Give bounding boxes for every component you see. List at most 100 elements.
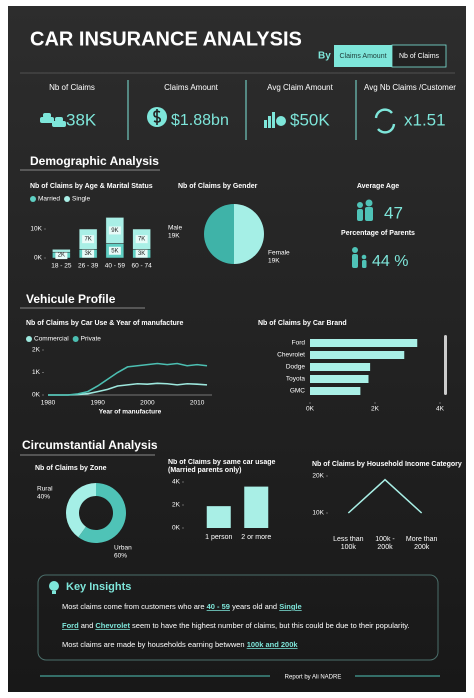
line-series	[48, 362, 208, 396]
kpi-dividers	[127, 80, 357, 140]
bar	[310, 363, 371, 371]
kpi-value: 38K	[66, 110, 97, 129]
insight: Most claims come from customers who are …	[62, 602, 302, 611]
x-tick-label: 1 person	[205, 534, 233, 541]
label-box	[82, 249, 95, 258]
label-box	[55, 251, 68, 260]
section-title: Vehicule Profile	[26, 292, 116, 306]
x-tick-label: 1980	[41, 400, 56, 407]
y-tick-label: Dodge	[286, 364, 306, 371]
legend-label: Private	[81, 336, 102, 343]
y-tick-label: Ford	[292, 340, 306, 347]
legend-swatch	[30, 196, 36, 202]
y-tick-label: 10K	[312, 510, 324, 517]
footer: Report by Ali NADRE	[285, 675, 342, 681]
x-tick-label: 26 - 39	[78, 263, 99, 270]
x-tick-label: 1990	[90, 400, 105, 407]
legend-label: Commercial	[34, 336, 69, 343]
button-nb-claims[interactable]	[391, 44, 447, 68]
bar-segment	[52, 249, 71, 253]
insight-text: seem to have the highest number of claim…	[130, 621, 410, 630]
button-text[interactable]: Claims Amount	[339, 53, 386, 60]
y-tick-label: 2K	[172, 502, 181, 509]
x-tick-label-box: 1 person	[205, 534, 233, 541]
insight: Most claims are made by households earni…	[62, 640, 298, 649]
y-tick-label: Toyota	[286, 376, 306, 383]
x-tick-label: Less than 100k	[333, 535, 364, 551]
slice-label: Urban	[114, 545, 132, 552]
bar	[206, 506, 231, 528]
icon-bulb	[49, 581, 59, 594]
slice-label: Male	[168, 225, 182, 232]
slice-value: 40%	[37, 494, 50, 501]
bar	[310, 339, 418, 347]
slice-label: Female	[268, 250, 290, 257]
legend-swatch	[26, 336, 32, 342]
bar	[310, 375, 369, 383]
slice-value: 19K	[168, 233, 180, 240]
label-box	[135, 235, 148, 244]
chart-title: Nb of Claims by Household Income Categor…	[312, 461, 462, 468]
kpi-value: $50K	[290, 110, 330, 129]
icon-people	[357, 199, 373, 221]
icon-parent	[352, 247, 367, 268]
insight-highlight: Chevrolet	[95, 621, 130, 630]
kpi-label: Avg Claim Amount	[267, 83, 333, 92]
legend-label: Single	[72, 196, 90, 203]
section-title: Demographic Analysis	[30, 154, 159, 168]
x-tick-label-box: Less than 100k	[333, 535, 364, 551]
label-box	[108, 226, 121, 235]
chart-title: Nb of Claims by Car Use & Year of manufa…	[26, 320, 184, 327]
insight-text: Most claims come from customers who are	[62, 602, 207, 611]
bar-label: 7K	[138, 237, 145, 243]
x-tick-label: 2 or more	[241, 534, 272, 541]
legend-swatch	[72, 336, 79, 342]
insight-text: years old and	[230, 602, 279, 611]
button-text[interactable]: Nb of Claims	[399, 53, 440, 60]
x-axis-label: Year of manufacture	[99, 409, 162, 416]
donut-slice	[78, 483, 126, 543]
donut-slice	[65, 483, 96, 538]
by-label: By	[318, 51, 331, 62]
y-tick-label: 20K	[312, 473, 324, 480]
x-tick-label: 18 - 25	[51, 263, 72, 270]
insights-box	[37, 574, 439, 661]
insight-highlight: Single	[279, 602, 302, 611]
kpi-value: x1.51	[404, 110, 446, 129]
chart-title: Nb of Claims by Car Brand	[258, 320, 347, 327]
y-tick-label: 0K	[32, 392, 41, 399]
x-tick-label: 4K	[436, 406, 445, 413]
kpi-label: Nb of Claims	[49, 83, 95, 92]
x-tick-label: 2010	[190, 400, 205, 407]
button-claims-amount[interactable]	[334, 45, 392, 67]
pie-slice	[204, 204, 234, 264]
chart-title-box: Nb of Claims by same car usage (Married …	[168, 459, 276, 474]
x-tick-label: More than 200k	[405, 535, 438, 551]
chart-title: Nb of Claims by Zone	[35, 465, 107, 472]
insight-text: Most claims are made by households earni…	[62, 640, 247, 649]
slice-label: Rural	[37, 486, 53, 493]
x-tick-label-box: More than 200k	[405, 535, 438, 551]
x-tick-label: 60 - 74	[132, 263, 153, 270]
bar	[310, 387, 361, 395]
y-tick-label: GMC	[290, 388, 305, 395]
bar-label: 5K	[111, 248, 118, 254]
kpi-label: Claims Amount	[164, 83, 219, 92]
x-tick-label: 2000	[140, 400, 155, 407]
legend-label: Married	[38, 196, 60, 203]
y-tick-label: Chevrolet	[277, 352, 305, 359]
chart-title: Nb of Claims by same car usage (Married …	[168, 459, 276, 474]
stat-value: 44 %	[372, 253, 408, 270]
stat-label: Percentage of Parents	[341, 230, 415, 237]
y-tick-label: 10K	[30, 226, 42, 233]
y-tick-label: 0K	[34, 255, 43, 262]
title: CAR INSURANCE ANALYSIS	[30, 28, 302, 50]
x-tick-label: 100k - 200k	[375, 535, 395, 551]
line-series	[347, 478, 423, 514]
bar	[244, 486, 269, 528]
scrollbar[interactable]	[444, 335, 447, 395]
bar-label: 2K	[58, 253, 65, 259]
slice-value: 19K	[268, 258, 280, 265]
y-tick-label: 0K	[172, 525, 181, 532]
